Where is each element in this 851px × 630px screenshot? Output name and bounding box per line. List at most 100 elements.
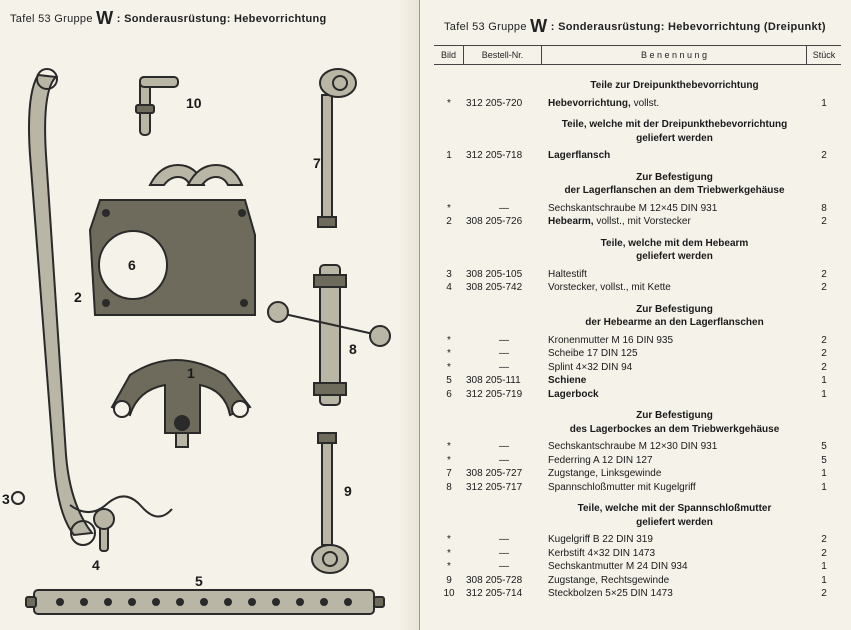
cell-stueck: 1 [807,481,841,495]
part-3-eye [12,492,24,504]
cell-bild: 1 [434,149,464,163]
col-bild: Bild [434,46,464,64]
table-row: *—Scheibe 17 DIN 1252 [434,347,841,361]
table-row: *—Federring A 12 DIN 1275 [434,454,841,468]
left-header-suffix: : Sonderausrüstung: Hebevorrichtung [117,13,327,25]
cell-benennung: Vorstecker, vollst., mit Kette [542,281,807,295]
table-row: 5308 205-111Schiene1 [434,374,841,388]
cell-benennung: Sechskantschraube M 12×30 DIN 931 [542,440,807,454]
cell-bestell: 312 205-718 [464,149,542,163]
cell-bild: * [434,440,464,454]
part-9-rod [312,433,348,573]
cell-benennung: Federring A 12 DIN 127 [542,454,807,468]
cell-benennung: Kerbstift 4×32 DIN 1473 [542,547,807,561]
right-page: Tafel 53 Gruppe W : Sonderausrüstung: He… [420,0,851,630]
cell-benennung: Schiene [542,374,807,388]
cell-bild: 9 [434,574,464,588]
cell-bild: * [434,334,464,348]
cell-stueck: 1 [807,467,841,481]
cell-bestell: 308 205-726 [464,215,542,229]
cell-benennung: Steckbolzen 5×25 DIN 1473 [542,587,807,601]
cell-stueck: 5 [807,440,841,454]
cell-bestell: — [464,440,542,454]
cell-benennung: Splint 4×32 DIN 94 [542,361,807,375]
cell-bild: 4 [434,281,464,295]
table-row: 9308 205-728Zugstange, Rechtsgewinde1 [434,574,841,588]
cell-bestell: — [464,347,542,361]
table-row: *—Sechskantschraube M 12×45 DIN 9318 [434,202,841,216]
cell-benennung: Lagerflansch [542,149,807,163]
cell-benennung: Sechskantschraube M 12×45 DIN 931 [542,202,807,216]
cell-benennung: Scheibe 17 DIN 125 [542,347,807,361]
col-stueck: Stück [807,46,841,64]
cell-bestell: 312 205-714 [464,587,542,601]
cell-bestell: — [464,533,542,547]
cell-bestell: 312 205-717 [464,481,542,495]
table-header: Bild Bestell-Nr. B e n e n n u n g Stück [434,45,841,65]
cell-stueck: 2 [807,149,841,163]
table-row: 2308 205-726Hebearm, vollst., mit Vorste… [434,215,841,229]
cell-bestell: — [464,361,542,375]
cell-bestell: 308 205-111 [464,374,542,388]
table-row: *—Kerbstift 4×32 DIN 14732 [434,547,841,561]
cell-stueck: 1 [807,574,841,588]
table-row: Teile, welche mit der Spannschloßmutterg… [434,498,841,531]
cell-bild: 2 [434,215,464,229]
cell-bild: 10 [434,587,464,601]
left-page: Tafel 53 Gruppe W : Sonderausrüstung: He… [0,0,420,630]
label-9: 9 [344,483,352,499]
cell-bestell: 312 205-720 [464,97,542,111]
section-title: Zur Befestigungder Lagerflanschen an dem… [542,167,807,200]
table-body: Teile zur Dreipunkthebevorrichtung*312 2… [434,65,841,601]
col-bestell: Bestell-Nr. [464,46,542,64]
part-8-turnbuckle [268,265,390,405]
cell-bild: 6 [434,388,464,402]
label-10: 10 [186,95,202,111]
table-row: *312 205-720Hebevorrichtung, vollst.1 [434,97,841,111]
cell-benennung: Zugstange, Rechtsgewinde [542,574,807,588]
table-row: Teile, welche mit der Dreipunkthebevorri… [434,114,841,147]
cell-stueck: 1 [807,388,841,402]
table-row: *—Kugelgriff B 22 DIN 3192 [434,533,841,547]
cell-benennung: Hebevorrichtung, vollst. [542,97,807,111]
label-4: 4 [92,557,100,573]
cell-stueck: 2 [807,268,841,282]
cell-stueck: 5 [807,454,841,468]
section-title: Zur Befestigungder Hebearme an den Lager… [542,299,807,332]
cell-bestell: — [464,202,542,216]
left-header-prefix: Tafel 53 Gruppe [10,13,93,25]
cell-stueck: 2 [807,281,841,295]
part-10-pin [136,77,178,135]
label-1: 1 [187,365,195,381]
table-row: 6312 205-719Lagerbock1 [434,388,841,402]
label-2: 2 [74,289,82,305]
cell-bestell: — [464,334,542,348]
label-8: 8 [349,341,357,357]
part-2-lever [29,69,95,545]
cell-bild: * [434,547,464,561]
cell-benennung: Zugstange, Linksgewinde [542,467,807,481]
part-7-rod [318,69,356,227]
table-row: 7308 205-727Zugstange, Linksgewinde1 [434,467,841,481]
cell-bild: 5 [434,374,464,388]
cell-bestell: 308 205-728 [464,574,542,588]
cell-bestell: 308 205-742 [464,281,542,295]
table-row: 3308 205-105Haltestift2 [434,268,841,282]
table-row: *—Kronenmutter M 16 DIN 9352 [434,334,841,348]
cell-stueck: 8 [807,202,841,216]
cell-stueck: 2 [807,347,841,361]
cell-benennung: Hebearm, vollst., mit Vorstecker [542,215,807,229]
section-title: Zur Befestigungdes Lagerbockes an dem Tr… [542,405,807,438]
part-6-plate [90,165,255,315]
parts-diagram: 1 2 3 4 5 6 7 8 9 10 [0,35,419,625]
cell-bild: * [434,454,464,468]
label-7: 7 [313,155,321,171]
table-row: Zur Befestigungdes Lagerbockes an dem Tr… [434,405,841,438]
part-1-fork [112,360,250,447]
cell-stueck: 2 [807,334,841,348]
cell-bild: * [434,347,464,361]
cell-bild: * [434,97,464,111]
table-row: *—Sechskantmutter M 24 DIN 9341 [434,560,841,574]
cell-stueck: 2 [807,547,841,561]
part-5-rail [26,590,384,614]
